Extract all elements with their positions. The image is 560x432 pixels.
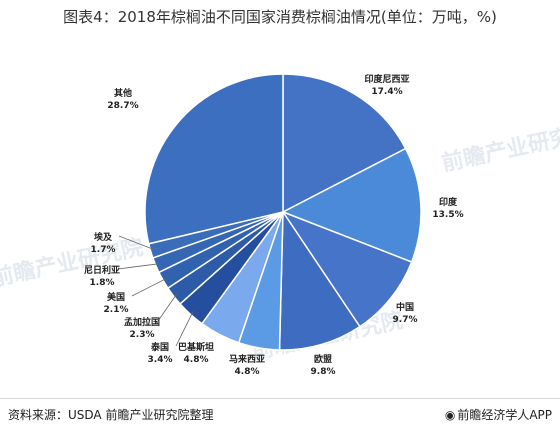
slice-value-label: 9.7% — [393, 315, 418, 325]
source-note: 资料来源：USDA 前瞻产业研究院整理 — [8, 408, 214, 422]
brand-text: 前瞻经济学人APP — [457, 408, 552, 422]
leader-line — [175, 311, 194, 347]
slice-value-label: 13.5% — [432, 210, 463, 220]
slice-value-label: 9.8% — [311, 367, 336, 377]
slice-label: 印度 — [439, 196, 458, 208]
slice-label: 美国 — [107, 291, 125, 303]
slice-label: 泰国 — [150, 341, 169, 353]
slice-label: 尼日利亚 — [84, 264, 120, 276]
slice-label: 欧盟 — [314, 353, 332, 365]
pie-slice — [144, 73, 284, 245]
slice-label: 中国 — [396, 301, 414, 313]
brand-label: ◉ 前瞻经济学人APP — [445, 406, 552, 423]
slice-value-label: 28.7% — [107, 101, 138, 111]
pie-slice — [278, 209, 361, 351]
pie-slice — [282, 73, 407, 214]
slice-label: 其他 — [114, 87, 132, 99]
slice-value-label: 4.8% — [184, 355, 209, 365]
leader-line — [131, 278, 167, 297]
slice-value-label: 4.8% — [235, 367, 260, 377]
chart-title: 图表4：2018年棕榈油不同国家消费棕榈油情况(单位：万吨，%) — [63, 8, 497, 26]
footer-divider — [0, 398, 560, 399]
slice-label: 印度尼西亚 — [364, 73, 409, 85]
pie-slice — [281, 210, 413, 328]
slice-label: 巴基斯坦 — [178, 341, 214, 353]
slice-label: 孟加拉国 — [124, 316, 160, 328]
slice-value-label: 1.7% — [91, 245, 116, 255]
slice-value-label: 17.4% — [371, 87, 402, 97]
slice-value-label: 3.4% — [148, 355, 173, 365]
leader-line — [117, 263, 160, 270]
slice-label: 埃及 — [94, 231, 113, 243]
footer: 资料来源：USDA 前瞻产业研究院整理 ◉ 前瞻经济学人APP — [0, 398, 560, 432]
leader-line — [157, 293, 178, 322]
slice-value-label: 1.8% — [90, 278, 115, 288]
leader-line — [118, 235, 155, 251]
slice-value-label: 2.1% — [104, 305, 129, 315]
pie-chart: 印度尼西亚 17.4% 印度 13.5% 中国 9.7% 欧盟 9.8% 马来西亚 4.8% 巴基斯… — [84, 73, 464, 377]
slice-value-label: 2.3% — [130, 330, 155, 340]
eye-logo-icon: ◉ — [444, 408, 456, 422]
slice-label: 马来西亚 — [229, 353, 265, 365]
pie-slice — [281, 147, 422, 263]
